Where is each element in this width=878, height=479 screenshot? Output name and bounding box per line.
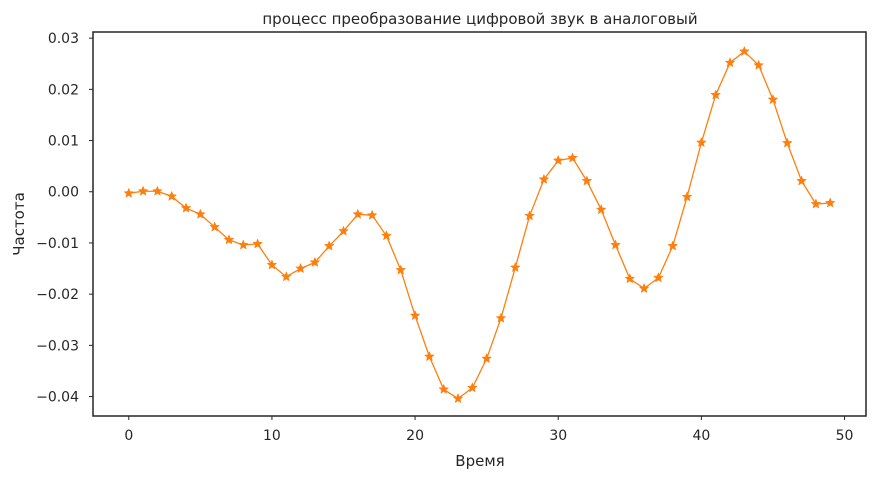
data-point xyxy=(567,152,578,163)
data-point xyxy=(252,238,264,249)
data-point xyxy=(309,256,321,267)
data-point xyxy=(266,259,278,270)
data-point xyxy=(638,282,650,294)
data-point xyxy=(194,208,206,219)
data-point xyxy=(810,198,822,209)
data-point xyxy=(295,262,306,274)
data-point xyxy=(753,59,765,70)
data-point xyxy=(824,197,836,208)
data-point xyxy=(681,191,693,202)
x-tick-label: 40 xyxy=(692,428,710,444)
chart-title: процесс преобразование цифровой звук в а… xyxy=(262,10,697,28)
x-tick-label: 10 xyxy=(263,428,281,444)
data-point xyxy=(152,185,163,196)
x-axis-label: Время xyxy=(455,452,504,470)
data-point xyxy=(209,221,221,232)
data-point xyxy=(338,225,349,236)
data-point xyxy=(424,350,435,362)
x-tick-label: 0 xyxy=(124,428,133,444)
data-point xyxy=(381,230,392,241)
data-point xyxy=(137,185,149,196)
y-axis: 0.03 0.02 0.01 0.00 −0.01 −0.02 −0.03 −0.04 xyxy=(36,31,93,406)
data-point xyxy=(695,136,707,148)
data-point xyxy=(552,154,564,166)
series-line xyxy=(128,50,831,400)
y-tick-label: −0.01 xyxy=(36,236,79,252)
y-tick-label: 0.02 xyxy=(48,82,79,98)
plot-area xyxy=(123,45,836,404)
y-tick-label: 0.03 xyxy=(48,31,79,47)
y-tick-label: −0.04 xyxy=(36,390,79,406)
x-tick-label: 20 xyxy=(406,428,424,444)
data-point xyxy=(481,352,493,364)
data-point xyxy=(595,203,607,215)
data-point xyxy=(796,175,807,186)
data-point xyxy=(624,273,636,284)
y-axis-label: Частота xyxy=(10,192,28,256)
y-tick-label: −0.02 xyxy=(36,287,79,303)
data-point xyxy=(166,190,178,201)
data-point xyxy=(581,175,593,186)
x-axis: 0 10 20 30 40 50 xyxy=(124,416,853,444)
data-point xyxy=(724,57,736,68)
data-point xyxy=(710,89,722,100)
data-point xyxy=(538,173,550,185)
data-point xyxy=(509,261,521,273)
data-point xyxy=(395,264,407,275)
data-point xyxy=(223,234,235,245)
data-point xyxy=(237,239,249,250)
data-point xyxy=(524,210,535,221)
data-point xyxy=(466,382,478,393)
x-tick-label: 30 xyxy=(549,428,567,444)
x-tick-label: 50 xyxy=(836,428,854,444)
data-point xyxy=(452,392,464,404)
y-tick-label: −0.03 xyxy=(36,338,79,354)
data-point xyxy=(180,202,192,213)
data-point xyxy=(495,312,507,323)
data-point xyxy=(352,208,364,219)
plot-frame xyxy=(92,31,867,417)
data-point xyxy=(323,240,335,251)
data-point xyxy=(438,383,450,394)
data-point xyxy=(610,239,621,250)
y-tick-label: 0.01 xyxy=(48,134,79,150)
data-point xyxy=(280,271,292,282)
data-point xyxy=(667,240,679,251)
data-point xyxy=(366,209,378,220)
data-point xyxy=(738,45,750,57)
y-tick-label: 0.00 xyxy=(48,185,79,201)
data-point xyxy=(123,187,135,198)
data-point xyxy=(767,93,779,105)
data-point xyxy=(653,272,664,283)
data-point xyxy=(781,137,793,148)
data-point xyxy=(409,309,421,321)
